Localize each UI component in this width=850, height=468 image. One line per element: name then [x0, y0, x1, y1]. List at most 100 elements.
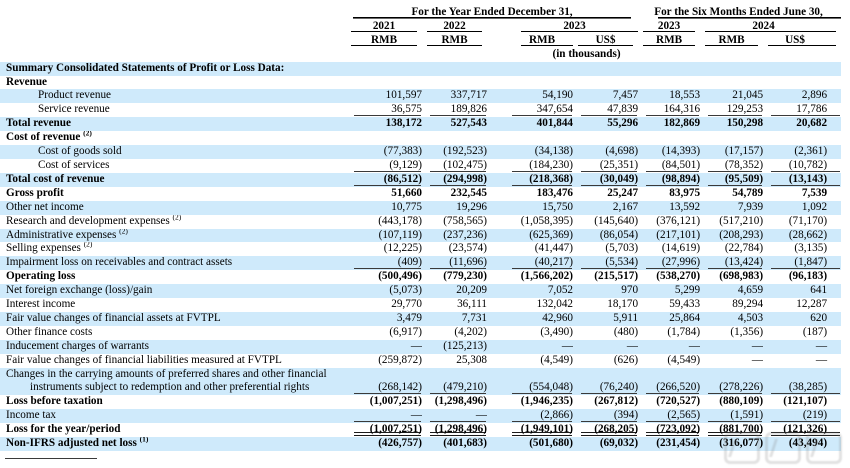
table-row: Fair value changes of financial liabilit…	[0, 354, 841, 368]
value-cell: (479,210)	[422, 367, 487, 396]
value-cell: 7,731	[461, 311, 487, 324]
value-cell	[487, 62, 573, 76]
value-cell: (40,217)	[487, 256, 573, 271]
value-cell: (4,549)	[540, 353, 573, 366]
table-row: Non-IFRS adjusted net loss (1) (426,757) (…	[0, 437, 842, 451]
value-cell: 401,844	[536, 117, 573, 130]
value-cell: (187)	[802, 325, 828, 338]
currency-label: RMB	[638, 33, 701, 48]
row-label: Other net income	[0, 201, 346, 215]
row-label: Other finance costs	[0, 326, 346, 340]
value-cell: (881,700)	[700, 423, 764, 438]
row-label-text: Net foreign exchange (loss)/gain	[6, 284, 153, 297]
value-cell: (268,142)	[346, 367, 422, 396]
value-cell: (76,240)	[573, 367, 639, 396]
value-cell	[346, 131, 422, 145]
row-label-text: Income tax	[6, 409, 57, 422]
table-row: Selling expenses (2) (12,225) (23,574) (41,…	[0, 242, 841, 256]
value-cell: (1,298,496)	[434, 395, 487, 408]
value-cell: (880,109)	[719, 395, 764, 408]
value-cell: (237,236)	[443, 228, 487, 241]
value-cell: (192,523)	[443, 145, 487, 158]
value-cell	[638, 62, 700, 76]
value-cell: 232,545	[450, 186, 487, 199]
value-cell	[638, 131, 700, 145]
value-cell: (28,662)	[788, 228, 828, 241]
year-2023-6m: 2023	[638, 19, 701, 34]
row-label: Impairment loss on receivables and contr…	[0, 256, 346, 270]
value-cell: (1,566,202)	[520, 270, 573, 283]
row-label: Research and development expenses (2)	[0, 215, 346, 229]
value-cell: 59,433	[669, 298, 701, 311]
year-2023: 2023	[487, 19, 639, 34]
value-cell: (43,494)	[788, 437, 828, 450]
value-cell: (554,048)	[487, 367, 573, 396]
currency-label: RMB	[422, 33, 487, 48]
value-cell: 337,717	[450, 89, 487, 102]
value-cell: (86,512)	[346, 172, 422, 187]
value-cell: 970	[621, 284, 639, 297]
value-cell	[573, 131, 638, 145]
value-cell: 55,296	[607, 117, 639, 130]
value-cell: (25,351)	[573, 158, 639, 173]
row-label: Product revenue	[0, 89, 346, 103]
table-row: Total revenue 138,172 527,543 401,844 55,296…	[0, 117, 842, 132]
row-label: Summary Consolidated Statements of Profi…	[0, 62, 346, 76]
value-cell	[763, 76, 841, 90]
units-note: (in thousands)	[552, 47, 621, 60]
value-cell: (30,049)	[573, 172, 639, 187]
row-label: Operating loss	[0, 270, 346, 284]
table-row: Fair value changes of financial assets a…	[0, 311, 842, 326]
header-spacer	[0, 6, 346, 20]
value-cell	[573, 76, 638, 90]
value-cell: 1,092	[801, 200, 828, 213]
value-cell: 7,939	[737, 200, 764, 213]
value-cell: (217,101)	[656, 228, 701, 241]
value-cell: 2,896	[801, 89, 828, 102]
value-cell: (758,565)	[443, 214, 487, 227]
row-label: Service revenue	[0, 103, 346, 117]
value-cell: (3,490)	[540, 325, 573, 338]
table-row: Summary Consolidated Statements of Profi…	[0, 61, 842, 76]
row-label-text: Gross profit	[6, 186, 64, 199]
value-cell	[638, 76, 700, 90]
value-cell: 47,839	[573, 103, 639, 118]
table-row: Changes in the carrying amounts of prefe…	[0, 367, 842, 396]
value-cell: (145,640)	[594, 214, 639, 227]
value-cell: (316,077)	[719, 437, 764, 450]
row-label-text: Research and development expenses	[6, 214, 170, 227]
value-cell: 25,864	[669, 311, 701, 324]
row-label-text: Administrative expenses	[6, 228, 117, 241]
currency-label: RMB	[487, 33, 573, 48]
row-label-text: Fair value changes of financial assets a…	[6, 311, 221, 324]
value-cell: (5,534)	[573, 256, 639, 271]
value-cell: (95,509)	[700, 172, 764, 187]
row-label-text: Total revenue	[6, 117, 71, 130]
value-cell: 7,457	[612, 89, 639, 102]
row-label: Administrative expenses (2)	[0, 229, 346, 243]
value-cell: (259,872)	[378, 353, 422, 366]
value-cell: (84,501)	[638, 158, 701, 173]
value-cell: —	[751, 353, 764, 366]
value-cell: (4,698)	[605, 145, 639, 158]
table-row: Net foreign exchange (loss)/gain (5,073) 2…	[0, 284, 842, 299]
value-cell	[573, 62, 638, 76]
value-cell: 182,869	[663, 117, 701, 130]
currency-row: RMB RMB RMB US$ RMB RMB US$	[0, 33, 842, 48]
value-cell: (78,352)	[700, 158, 764, 173]
value-cell: (69,032)	[599, 437, 639, 450]
value-cell: (1,949,101)	[487, 423, 573, 438]
value-cell: (121,326)	[763, 423, 841, 438]
table-row: Loss before taxation (1,007,251) (1,298,49…	[0, 395, 841, 409]
row-label: Loss for the year/period	[0, 423, 346, 437]
value-cell	[346, 62, 422, 76]
value-cell	[422, 76, 487, 90]
value-cell: (71,170)	[788, 214, 828, 227]
value-cell: (4,202)	[454, 325, 487, 338]
value-cell: 527,543	[450, 117, 487, 130]
value-cell: 83,975	[669, 186, 701, 199]
value-cell: 54,190	[542, 89, 573, 102]
value-cell: 15,750	[542, 200, 573, 213]
row-label: Gross profit	[0, 187, 346, 201]
value-cell: (480)	[613, 325, 639, 338]
